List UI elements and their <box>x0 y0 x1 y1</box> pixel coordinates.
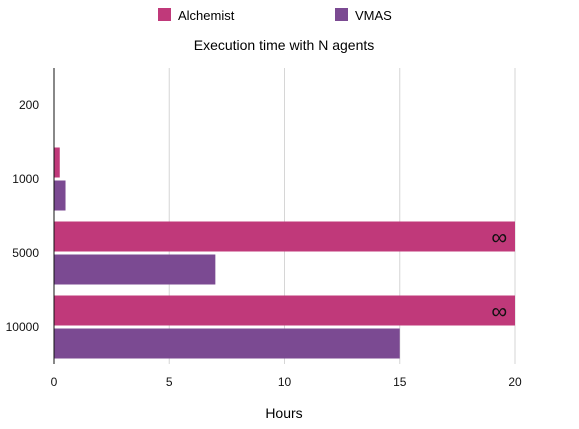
x-axis-label: Hours <box>265 405 302 421</box>
bar-vmas-10000 <box>54 328 400 359</box>
x-tick-label: 5 <box>166 375 173 389</box>
x-tick-label: 15 <box>393 375 407 389</box>
bar-alchemist-5000 <box>54 221 515 252</box>
y-tick-label: 1000 <box>12 172 39 186</box>
x-tick-label: 20 <box>508 375 522 389</box>
y-tick-label: 10000 <box>6 320 40 334</box>
legend-label-vmas: VMAS <box>355 8 392 23</box>
axis-layer: 0 5 10 15 20 200 1000 5000 10000 <box>6 68 522 389</box>
legend: Alchemist VMAS <box>158 8 392 23</box>
x-tick-label: 10 <box>278 375 292 389</box>
bar-vmas-1000 <box>54 180 66 211</box>
legend-swatch-alchemist <box>158 8 171 21</box>
bars-layer: ∞∞ <box>54 147 515 359</box>
bar-vmas-5000 <box>54 254 216 285</box>
y-tick-label: 200 <box>19 98 39 112</box>
legend-label-alchemist: Alchemist <box>178 8 235 23</box>
x-tick-label: 0 <box>51 375 58 389</box>
bar-alchemist-1000 <box>54 147 60 178</box>
bar-alchemist-10000 <box>54 295 515 326</box>
legend-swatch-vmas <box>335 8 348 21</box>
bar-annotation-infinity: ∞ <box>491 299 507 324</box>
chart-title: Execution time with N agents <box>194 37 375 53</box>
bar-annotation-infinity: ∞ <box>491 225 507 250</box>
y-tick-label: 5000 <box>12 246 39 260</box>
